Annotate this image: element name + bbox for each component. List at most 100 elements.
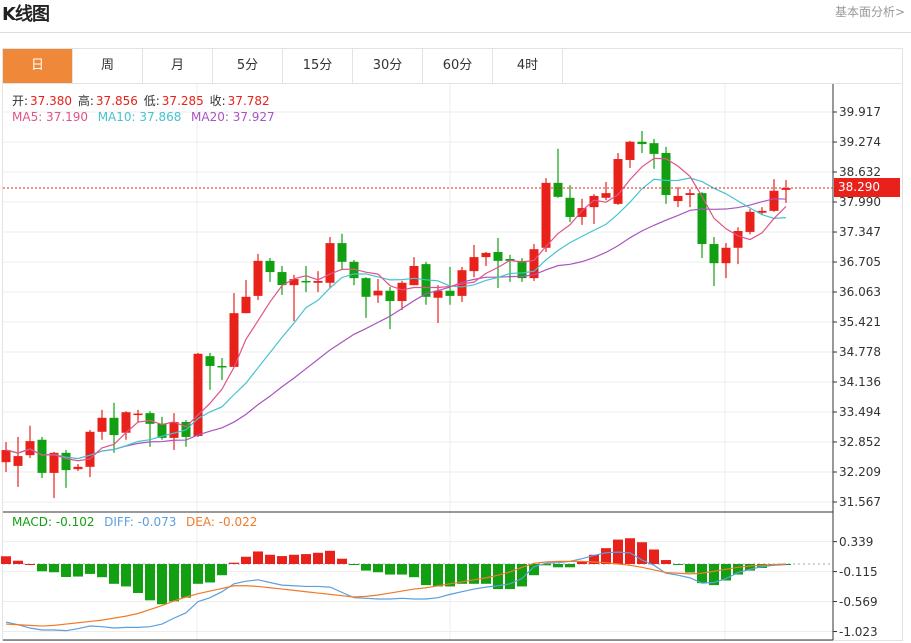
- ohlc-legend: 开: 37.380 高: 37.856 低: 37.285 收: 37.782: [12, 92, 272, 109]
- ma5-line: [5, 157, 787, 462]
- price-tick-label: 32.852: [839, 434, 881, 449]
- tab-5min[interactable]: 5分: [213, 49, 283, 83]
- candle-down: [109, 417, 119, 436]
- candle-up: [589, 195, 599, 208]
- open-label: 开:: [12, 94, 29, 108]
- macd-bar: [193, 564, 203, 584]
- price-tick-label: 31.567: [839, 495, 881, 509]
- candle-up: [241, 296, 251, 314]
- candle-up: [457, 270, 467, 296]
- fundamental-analysis-link[interactable]: 基本面分析>: [834, 5, 905, 19]
- macd-bar: [733, 564, 743, 575]
- tab-week[interactable]: 周: [73, 49, 143, 83]
- candle-up: [397, 282, 407, 302]
- candle-up: [49, 452, 59, 473]
- candle-up: [229, 313, 239, 367]
- macd-bar: [553, 564, 563, 568]
- macd-bar: [109, 564, 119, 584]
- tab-30min[interactable]: 30分: [353, 49, 423, 83]
- macd-bar: [373, 564, 383, 573]
- price-tick-label: 38.632: [839, 165, 881, 180]
- diff-line: [5, 551, 787, 632]
- macd-bar: [433, 564, 443, 587]
- macd-bar: [133, 564, 143, 594]
- price-tick-label: 39.917: [839, 105, 881, 119]
- macd-bar: [85, 564, 95, 574]
- tab-4hour[interactable]: 4时: [493, 49, 563, 83]
- tab-month[interactable]: 月: [143, 49, 213, 83]
- candle-down: [649, 143, 659, 154]
- candle-up: [193, 353, 203, 437]
- macd-bar: [673, 564, 683, 565]
- candle-down: [565, 197, 575, 217]
- candle-up: [313, 280, 323, 283]
- ma10-value: MA10: 37.868: [97, 110, 182, 124]
- macd-bar: [421, 564, 431, 586]
- macd-bar: [229, 562, 239, 564]
- macd-bar: [313, 552, 323, 564]
- macd-bar: [721, 564, 731, 581]
- candle-down: [421, 264, 431, 297]
- macd-bar: [1, 556, 11, 564]
- price-tick-label: 37.990: [839, 195, 881, 209]
- macd-bar: [637, 542, 647, 564]
- candle-down: [301, 280, 311, 283]
- macd-bar: [349, 564, 359, 565]
- candle-up: [757, 210, 767, 213]
- macd-bar: [529, 564, 539, 576]
- close-value: 37.782: [227, 94, 270, 108]
- candle-down: [205, 356, 215, 366]
- candle-down: [157, 423, 167, 438]
- candle-down: [661, 152, 671, 195]
- macd-bar: [649, 549, 659, 564]
- candle-up: [625, 141, 635, 160]
- macd-bar: [505, 564, 515, 590]
- ma5-value: MA5: 37.190: [12, 110, 89, 124]
- macd-bar: [49, 564, 59, 573]
- macd-bar: [97, 564, 107, 578]
- candle-up: [373, 290, 383, 296]
- macd-bar: [325, 550, 335, 564]
- candle-down: [637, 141, 647, 145]
- ma20-value: MA20: 37.927: [191, 110, 275, 124]
- macd-bar: [397, 564, 407, 575]
- candle-up: [769, 190, 779, 211]
- price-tick-label: 36.063: [839, 285, 881, 299]
- tab-60min[interactable]: 60分: [423, 49, 493, 83]
- candle-up: [97, 417, 107, 432]
- candle-up: [745, 211, 755, 232]
- macd-bar: [289, 554, 299, 564]
- candle-down: [145, 413, 155, 424]
- macd-bar: [601, 548, 611, 564]
- macd-bar: [253, 551, 263, 564]
- macd-legend: MACD: -0.102 DIFF: -0.073 DEA: -0.022: [12, 515, 259, 529]
- macd-bar: [205, 564, 215, 583]
- price-tick-label: 33.494: [839, 404, 881, 419]
- current-price-tag: 38.290: [834, 178, 900, 197]
- candle-up: [85, 431, 95, 467]
- macd-bar: [217, 564, 227, 576]
- macd-bar: [385, 564, 395, 575]
- candle-up: [1, 450, 11, 463]
- page-title: K线图: [2, 4, 50, 25]
- macd-bar: [457, 564, 467, 584]
- macd-tick-label: -0.115: [839, 564, 878, 579]
- macd-bar: [517, 564, 527, 587]
- tab-day[interactable]: 日: [3, 49, 73, 83]
- candle-up: [577, 208, 587, 217]
- candle-up: [289, 279, 299, 286]
- candle-down: [553, 182, 563, 197]
- candle-up: [13, 456, 23, 466]
- low-label: 低:: [143, 94, 160, 108]
- candle-up: [481, 252, 491, 258]
- candle-up: [133, 413, 143, 416]
- macd-value: MACD: -0.102: [12, 515, 95, 529]
- ma20-line: [5, 198, 787, 460]
- candle-up: [433, 290, 443, 298]
- ma-legend: MA5: 37.190 MA10: 37.868 MA20: 37.927: [12, 110, 277, 124]
- macd-bar: [337, 558, 347, 564]
- tab-15min[interactable]: 15分: [283, 49, 353, 83]
- candle-down: [349, 261, 359, 279]
- candle-up: [121, 412, 131, 433]
